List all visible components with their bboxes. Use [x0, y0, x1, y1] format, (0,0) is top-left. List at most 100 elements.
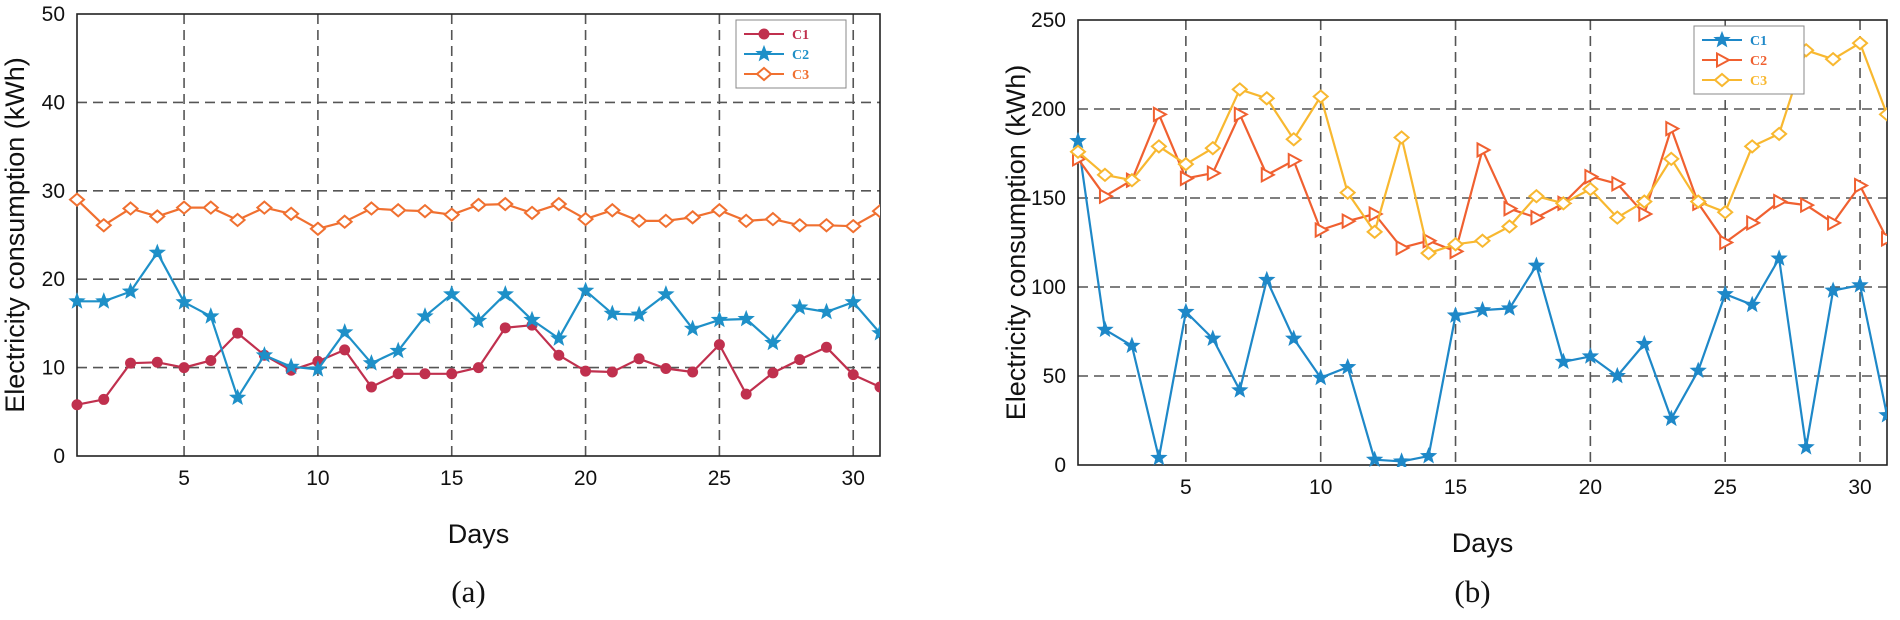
data-point-c1 [1797, 438, 1815, 455]
data-point-c1 [1581, 347, 1600, 364]
data-point-c1 [553, 349, 565, 361]
data-point-c2 [1719, 234, 1735, 251]
y-tick-label: 30 [42, 180, 65, 203]
legend-label-c2: C2 [792, 48, 809, 63]
data-point-c3 [1366, 224, 1384, 240]
data-point-c3 [737, 213, 755, 229]
data-point-c2 [683, 319, 702, 337]
data-point-c2 [1368, 205, 1384, 223]
data-point-c3 [1393, 130, 1411, 145]
legend: C1 C2 C3 [735, 19, 847, 89]
data-point-c2 [255, 346, 274, 363]
data-point-c3 [523, 205, 541, 221]
data-point-c3 [416, 203, 434, 219]
data-point-c2 [1395, 239, 1411, 257]
data-point-c1 [1662, 409, 1680, 427]
data-point-c3 [1177, 156, 1195, 172]
data-point-c3 [309, 221, 327, 237]
series-line-c2 [1077, 113, 1887, 253]
data-point-c3 [389, 202, 407, 218]
data-point-c1 [392, 368, 404, 380]
data-point-c2 [95, 292, 113, 309]
data-point-c3 [1527, 188, 1545, 204]
data-point-c2 [791, 298, 809, 315]
data-point-c3 [871, 203, 880, 219]
legend-label-c1: C1 [792, 28, 809, 43]
series-c3 [1069, 35, 1887, 261]
data-point-c1 [1446, 306, 1465, 323]
data-point-c2 [1260, 166, 1276, 184]
data-point-c3 [121, 201, 140, 216]
data-point-c3 [791, 217, 809, 233]
y-tick-label: 200 [1031, 98, 1066, 121]
data-point-c1 [1312, 368, 1330, 386]
data-point-c2 [469, 311, 488, 329]
chart-panel-a: 5 10 15 20 25 30 0 10 20 30 40 50 Days Electricity co… [0, 3, 881, 609]
legend-label-c3: C3 [1750, 74, 1767, 89]
data-point-c1 [151, 356, 163, 368]
data-point-c1 [1878, 406, 1887, 423]
data-point-c1 [1500, 299, 1519, 316]
data-point-c2 [282, 357, 300, 375]
legend-marker-c3 [1713, 72, 1731, 88]
data-point-c2 [1287, 152, 1303, 169]
data-point-c1 [1851, 276, 1869, 293]
data-point-c2 [1152, 106, 1168, 123]
data-point-c2 [416, 307, 434, 324]
series-c2 [68, 243, 880, 405]
data-point-c3 [817, 217, 836, 233]
x-tick-label: 20 [574, 467, 597, 490]
data-point-c2 [871, 323, 880, 341]
data-point-c1 [633, 353, 645, 365]
data-point-c3 [684, 210, 702, 225]
y-axis-label: Electricity consumption (kWh) [1001, 65, 1031, 421]
y-axis-label: Electricity consumption (kWh) [0, 57, 30, 413]
data-point-c2 [1854, 177, 1870, 194]
data-point-c2 [523, 310, 541, 328]
data-point-c3 [229, 212, 247, 228]
legend-label-c3: C3 [792, 68, 809, 83]
figure-caption: (b) [1454, 574, 1490, 609]
data-point-c1 [820, 341, 832, 353]
data-point-c3 [175, 200, 193, 215]
x-tick-label: 30 [1848, 476, 1871, 499]
data-point-c2 [817, 302, 836, 320]
data-point-c2 [336, 323, 354, 340]
data-point-c1 [1824, 281, 1842, 298]
data-point-c2 [576, 281, 595, 299]
data-point-c2 [1179, 170, 1195, 187]
y-tick-label: 0 [53, 445, 65, 468]
data-point-c1 [1231, 381, 1249, 398]
data-point-c3 [95, 217, 113, 233]
data-point-c1 [1204, 329, 1222, 347]
data-point-c1 [365, 381, 377, 393]
data-point-c3 [1554, 196, 1572, 211]
data-point-c3 [1878, 107, 1887, 122]
data-point-c3 [1473, 233, 1492, 249]
data-point-c3 [443, 207, 461, 222]
series-c3 [68, 192, 880, 237]
data-point-c3 [1824, 51, 1842, 67]
legend-marker-c1 [1713, 30, 1731, 48]
data-point-c3 [1123, 172, 1141, 188]
data-point-c3 [577, 211, 595, 227]
data-point-c3 [1743, 139, 1761, 154]
data-point-c1 [1635, 334, 1653, 352]
data-point-c1 [1716, 284, 1734, 302]
data-point-c3 [255, 200, 273, 215]
data-point-c3 [362, 201, 380, 216]
data-point-c3 [282, 206, 300, 222]
data-point-c2 [1530, 209, 1546, 226]
data-point-c1 [1177, 302, 1195, 320]
data-point-c2 [1827, 214, 1843, 232]
data-point-c3 [710, 202, 728, 218]
data-point-c2 [1773, 193, 1789, 210]
data-point-c2 [148, 243, 166, 261]
data-point-c1 [1285, 329, 1303, 347]
y-tick-label: 10 [42, 357, 65, 380]
data-point-c2 [1233, 106, 1249, 123]
data-point-c1 [713, 339, 725, 351]
data-point-c1 [1365, 450, 1384, 467]
data-point-c2 [1098, 188, 1115, 205]
